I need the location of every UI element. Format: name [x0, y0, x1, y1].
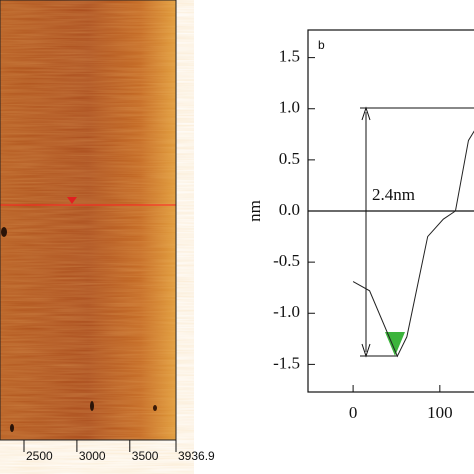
profile-line [352, 130, 474, 358]
y-tick-label: 0.5 [279, 149, 300, 168]
y-tick-label: 0.0 [279, 200, 300, 219]
y-tick-label: 1.5 [279, 47, 300, 66]
panel-label: b [318, 38, 325, 52]
x-tick-label: 100 [427, 403, 453, 422]
afm-image [0, 0, 177, 441]
y-tick-label: -0.5 [273, 251, 300, 270]
x-tick-label: 0 [349, 403, 358, 422]
annotation: 2.4nm [372, 185, 415, 204]
x-tick-label: 2500 [26, 449, 53, 463]
y-tick-label: -1.5 [273, 353, 300, 372]
x-tick-label: 3000 [79, 449, 106, 463]
image-axis: 20002500300035003936.9 [0, 440, 215, 463]
y-tick-label: -1.0 [273, 302, 300, 321]
x-tick-label: 3500 [132, 449, 159, 463]
x-tick-label: 3936.9 [178, 449, 215, 463]
y-tick-label: 1.0 [279, 98, 300, 117]
profile-plot: b 2.4nm nm -1.5 -1.0 -0.5 0.0 0.5 1.0 1.5 0 100 [245, 29, 474, 422]
y-axis-label: nm [245, 200, 264, 222]
